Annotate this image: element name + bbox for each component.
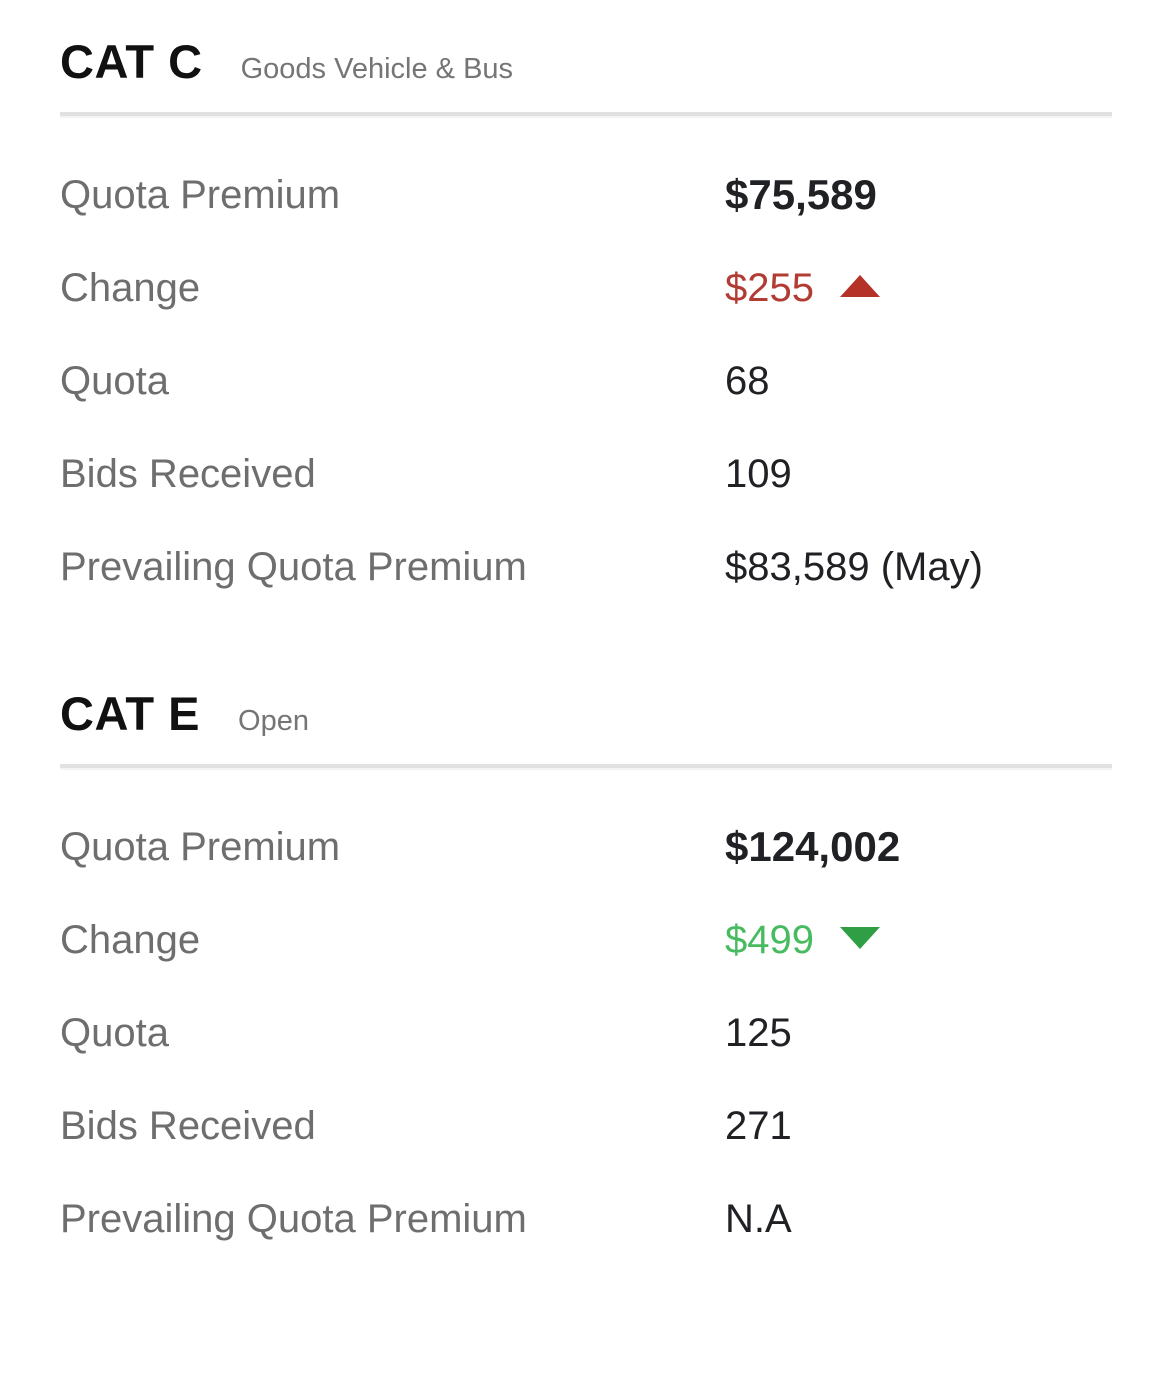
divider [60,112,1112,118]
quota-row: Quota 125 [60,1002,1112,1064]
cat-e-header: CAT E Open [60,686,1112,742]
change-value-cell: $499 [725,909,1112,971]
quota-premium-value: $75,589 [725,171,877,218]
prevailing-quota-premium-row: Prevailing Quota Premium $83,589 (May) [60,536,1112,598]
up-triangle-icon [839,275,880,298]
prevailing-quota-premium-value: N.A [725,1197,792,1241]
down-triangle-icon [839,927,880,950]
prevailing-quota-premium-row: Prevailing Quota Premium N.A [60,1188,1112,1250]
category-code: CAT E [60,687,201,740]
change-value-cell: $255 [725,257,1112,319]
category-description: Goods Vehicle & Bus [240,53,514,85]
quota-value: 68 [725,359,770,403]
bids-received-row: Bids Received 271 [60,1095,1112,1157]
section-cat-c: CAT C Goods Vehicle & Bus Quota Premium … [60,34,1112,598]
bids-received-value: 271 [725,1104,792,1148]
quota-value: 125 [725,1011,792,1055]
change-value: $499 [725,918,814,962]
change-label: Change [60,918,201,962]
prevailing-quota-premium-value: $83,589 (May) [725,545,983,589]
prevailing-quota-premium-label: Prevailing Quota Premium [60,1197,527,1241]
bids-received-value: 109 [725,452,792,496]
quota-premium-row: Quota Premium $124,002 [60,816,1112,878]
change-row: Change $255 [60,257,1112,319]
bids-received-label: Bids Received [60,452,316,496]
quota-row: Quota 68 [60,350,1112,412]
category-code: CAT C [60,35,203,88]
bids-received-label: Bids Received [60,1104,316,1148]
quota-label: Quota [60,359,169,403]
cat-c-header: CAT C Goods Vehicle & Bus [60,34,1112,90]
quota-premium-value: $124,002 [725,823,901,870]
quota-premium-label: Quota Premium [60,825,341,869]
quota-premium-label: Quota Premium [60,173,341,217]
bids-received-row: Bids Received 109 [60,443,1112,505]
change-row: Change $499 [60,909,1112,971]
section-cat-e: CAT E Open Quota Premium $124,002 Change… [60,686,1112,1250]
quota-premium-row: Quota Premium $75,589 [60,164,1112,226]
change-value: $255 [725,266,814,310]
quota-label: Quota [60,1011,169,1055]
category-description: Open [238,705,309,737]
divider [60,764,1112,770]
change-label: Change [60,266,201,310]
prevailing-quota-premium-label: Prevailing Quota Premium [60,545,527,589]
